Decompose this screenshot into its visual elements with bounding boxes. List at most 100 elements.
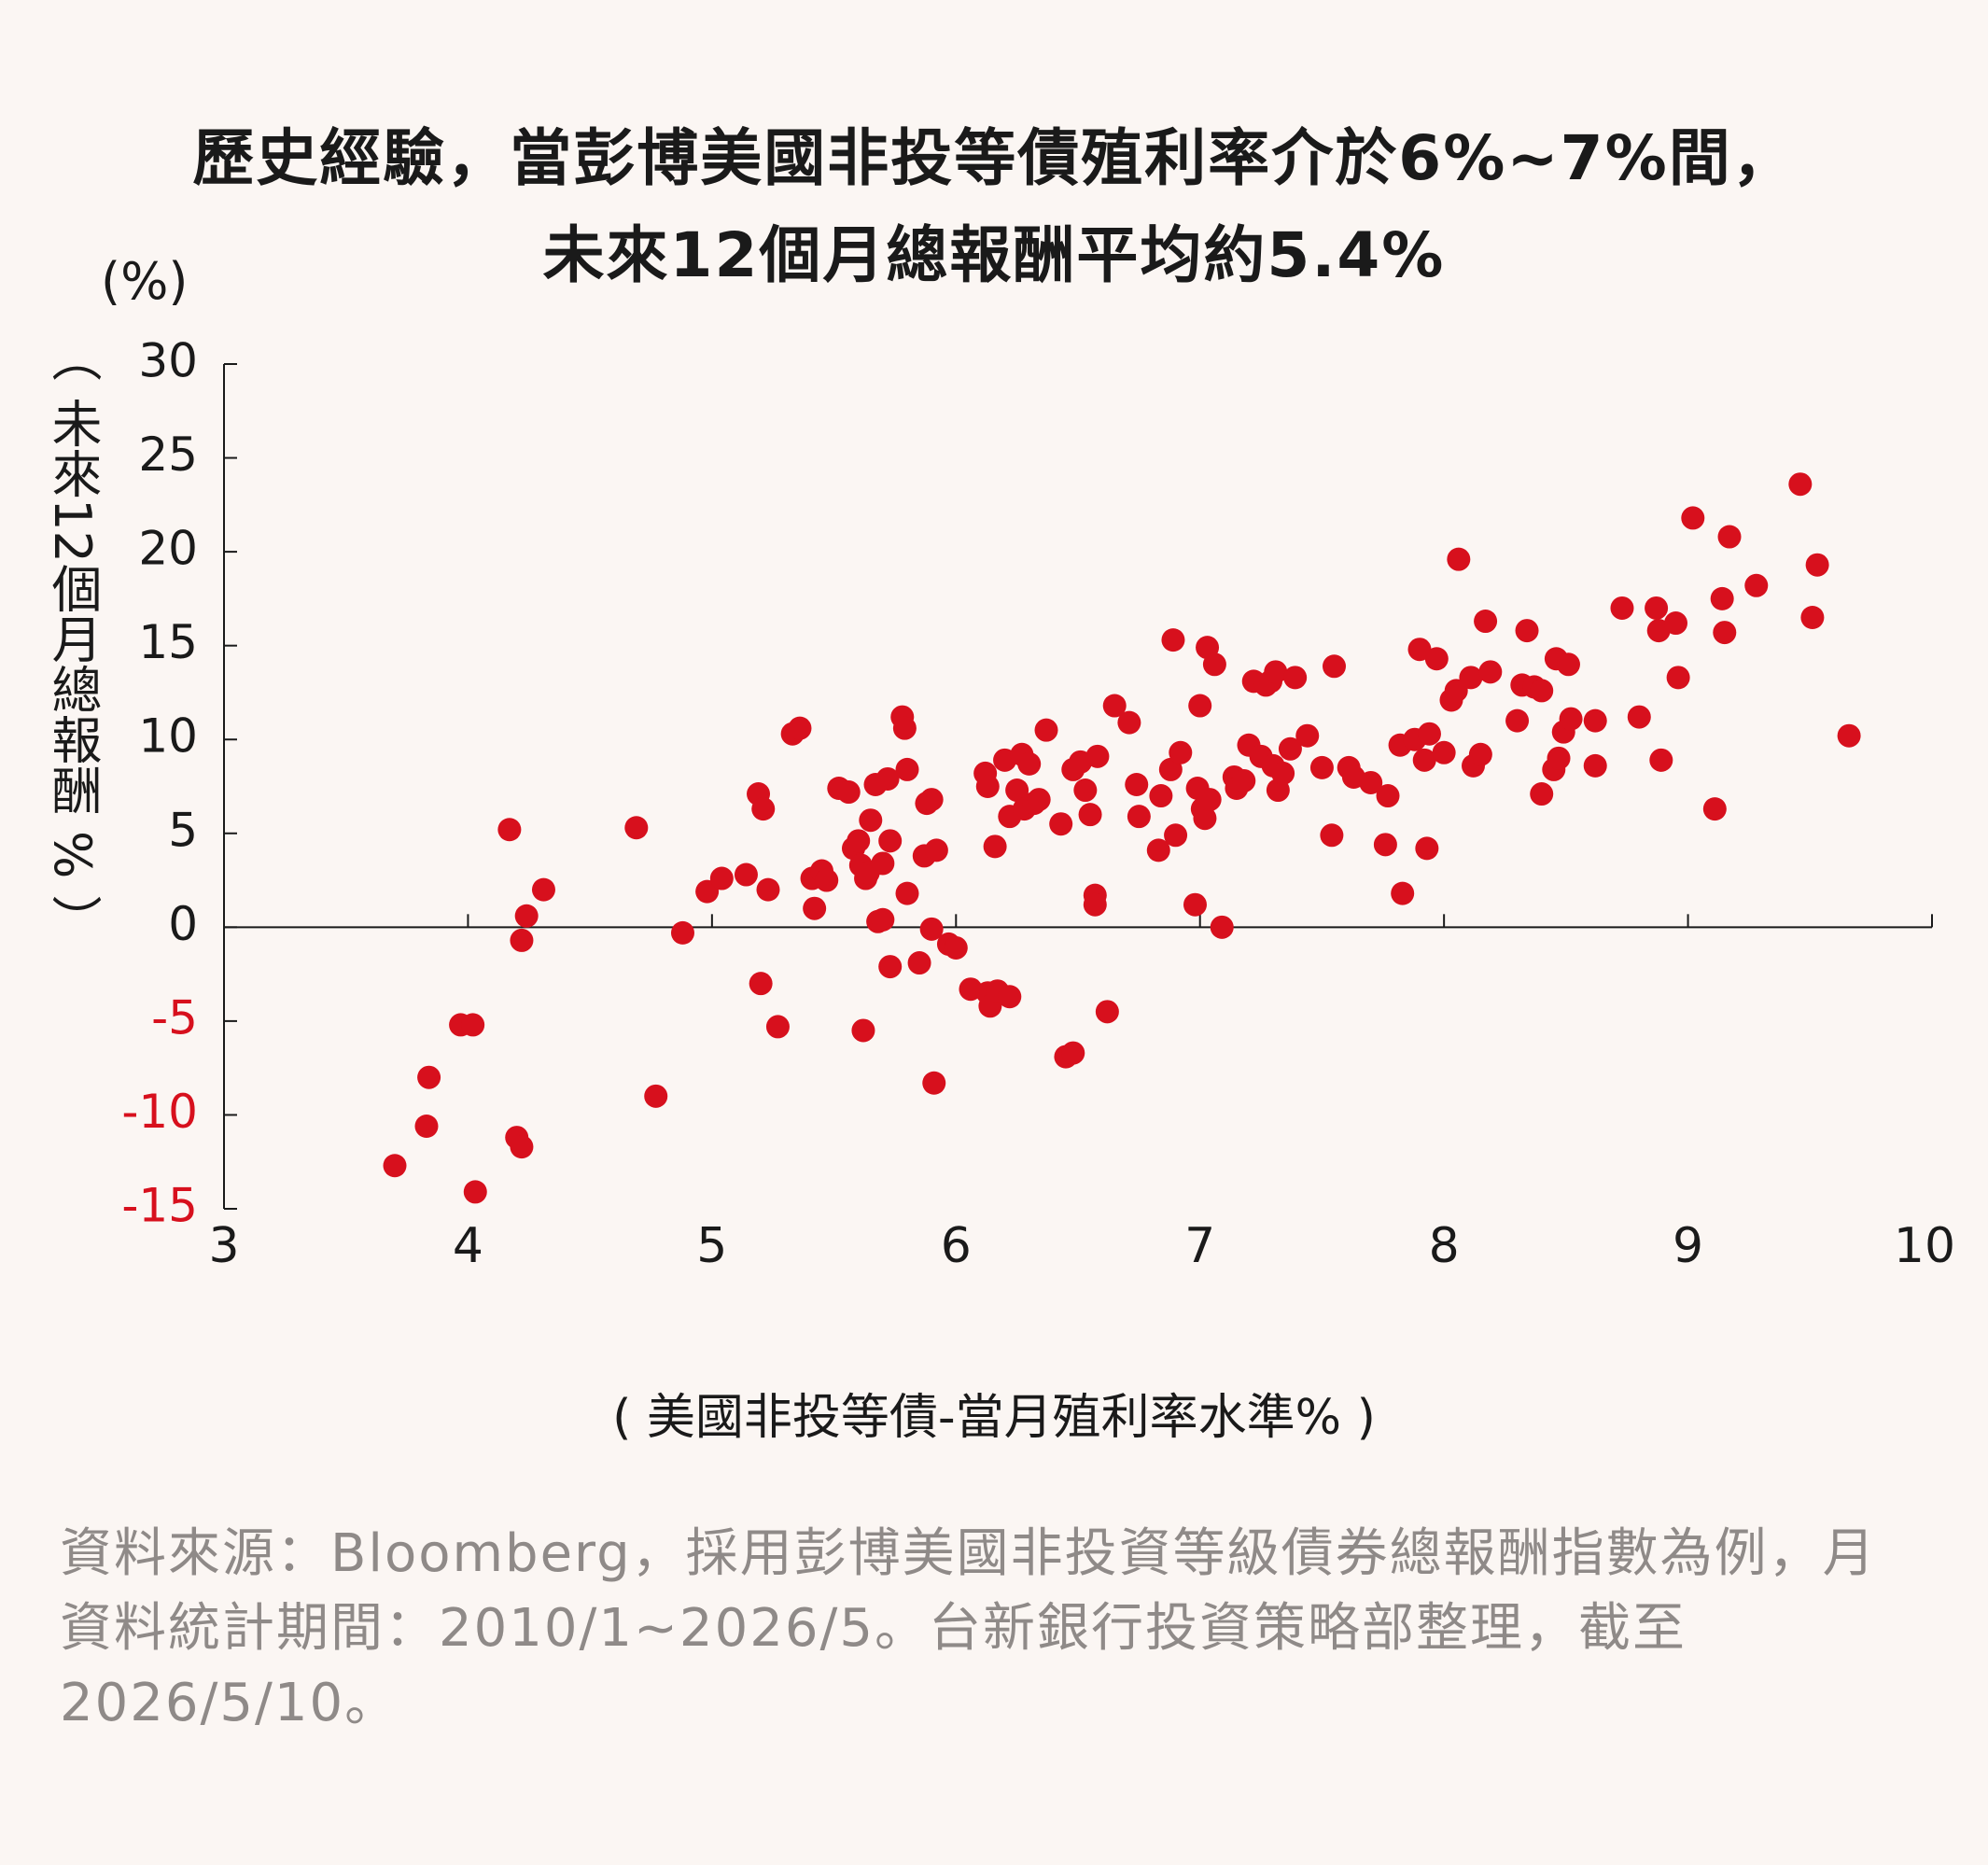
data-point xyxy=(1027,788,1051,812)
data-point xyxy=(644,1084,668,1108)
y-tick-label: 0 xyxy=(168,897,198,951)
data-point xyxy=(1320,823,1344,848)
data-point xyxy=(1095,1000,1119,1024)
data-point xyxy=(1359,770,1383,794)
tick-labels: 30 25 20 15 10 5 0 -5 -10 -153 4 5 6 7 8 9 10 xyxy=(121,334,1955,1275)
data-point xyxy=(815,868,839,892)
data-point xyxy=(1681,506,1705,530)
data-point xyxy=(463,1180,487,1204)
data-points xyxy=(383,472,1861,1204)
data-point xyxy=(1447,547,1471,571)
x-tick-label: 8 xyxy=(1429,1218,1460,1274)
data-point xyxy=(1515,619,1539,643)
data-point xyxy=(709,866,734,890)
y-tick-label: -5 xyxy=(151,990,198,1045)
data-point xyxy=(1102,694,1127,718)
data-point xyxy=(1837,723,1861,748)
data-point xyxy=(1805,553,1829,577)
data-point xyxy=(871,851,895,876)
data-point xyxy=(1530,679,1554,703)
data-point xyxy=(892,716,917,740)
data-point xyxy=(749,972,773,996)
data-point xyxy=(836,780,861,805)
data-point xyxy=(383,1154,407,1178)
data-point xyxy=(998,985,1022,1009)
y-tick-label: 30 xyxy=(138,334,198,388)
y-axis-label: （ 未來12個月總報酬 % ） xyxy=(43,331,102,946)
data-point xyxy=(975,775,1000,798)
data-point xyxy=(1432,740,1456,764)
data-point xyxy=(1193,806,1217,831)
data-point xyxy=(1702,797,1727,821)
data-point xyxy=(1146,838,1170,862)
data-point xyxy=(1061,1041,1085,1065)
data-point xyxy=(510,928,534,952)
data-point xyxy=(1127,805,1151,829)
data-point xyxy=(878,955,903,979)
data-point xyxy=(1649,748,1673,772)
source-note: 資料來源：Bloomberg，採用彭博美國非投資等級債券總報酬指數為例，月資料統… xyxy=(60,1523,1877,1733)
data-point xyxy=(1232,768,1256,792)
data-point xyxy=(1710,586,1734,610)
y-tick-label: 25 xyxy=(138,428,198,482)
data-point xyxy=(497,818,522,842)
data-point xyxy=(624,816,649,840)
axes xyxy=(223,363,1933,1210)
data-point xyxy=(1049,812,1073,836)
data-point xyxy=(1547,746,1571,770)
data-point xyxy=(803,896,827,920)
data-point xyxy=(1073,778,1098,803)
data-point xyxy=(417,1065,441,1089)
data-point xyxy=(1505,708,1530,733)
data-point xyxy=(1373,833,1397,857)
data-point xyxy=(1788,472,1813,497)
data-point xyxy=(1415,836,1439,861)
data-point xyxy=(919,788,944,812)
data-point xyxy=(1034,718,1058,742)
data-point xyxy=(1412,748,1436,772)
y-tick-label: -10 xyxy=(121,1085,198,1139)
data-point xyxy=(1295,723,1320,748)
y-unit-label: (%) xyxy=(101,252,189,311)
data-point xyxy=(1161,628,1185,652)
data-point xyxy=(670,920,694,945)
y-tick-label: -15 xyxy=(121,1179,198,1233)
data-point xyxy=(1468,742,1492,766)
data-point xyxy=(1309,755,1334,779)
data-point xyxy=(1188,694,1212,718)
data-point xyxy=(1085,744,1110,768)
data-point xyxy=(1645,596,1669,620)
x-tick-label: 7 xyxy=(1184,1218,1215,1274)
data-point xyxy=(871,907,895,932)
data-point xyxy=(1530,782,1554,806)
data-point xyxy=(1610,596,1634,620)
data-point xyxy=(1083,892,1107,917)
data-point xyxy=(1559,707,1583,731)
data-point xyxy=(1169,740,1193,764)
data-point xyxy=(765,1015,790,1039)
data-point xyxy=(1264,660,1288,684)
data-point xyxy=(924,838,948,862)
x-tick-label: 9 xyxy=(1673,1218,1703,1274)
data-point xyxy=(1459,666,1483,690)
data-point xyxy=(461,1013,485,1037)
data-point xyxy=(1583,753,1607,778)
data-point xyxy=(1556,652,1580,677)
y-tick-label: 5 xyxy=(168,803,198,857)
data-point xyxy=(859,808,883,833)
data-point xyxy=(878,829,903,853)
data-point xyxy=(1376,784,1400,808)
x-tick-label: 4 xyxy=(453,1218,483,1274)
data-point xyxy=(1391,881,1415,905)
data-point xyxy=(1744,573,1769,597)
data-point xyxy=(1800,606,1825,629)
data-point xyxy=(983,834,1007,859)
data-point xyxy=(1117,710,1141,735)
data-point xyxy=(414,1115,439,1139)
data-point xyxy=(531,877,555,902)
data-point xyxy=(1583,708,1607,733)
x-tick-label: 6 xyxy=(941,1218,972,1274)
y-tick-label: 10 xyxy=(138,709,198,764)
data-point xyxy=(788,716,812,740)
